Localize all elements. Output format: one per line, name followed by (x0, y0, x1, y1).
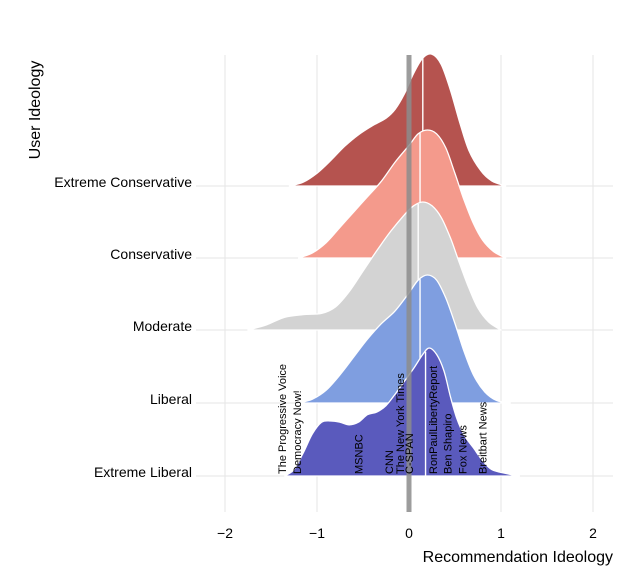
ridge-1 (297, 129, 507, 259)
channel-label: Fox News (457, 425, 469, 474)
ridge-3 (297, 274, 511, 404)
x-tick-label: 1 (497, 525, 505, 541)
channel-label: Democracy Now! (292, 390, 304, 474)
channel-label: The New York Times (395, 373, 407, 474)
channel-label: Breitbart News (478, 401, 490, 474)
x-tick-label: 0 (405, 525, 413, 541)
x-tick-label: −2 (217, 525, 233, 541)
channel-label: CNN (384, 450, 396, 474)
group-label: Moderate (133, 318, 192, 334)
label-layer: Extreme Conservative Conservative Moderate… (54, 174, 192, 480)
group-label: Conservative (110, 246, 192, 262)
channel-label: RonPaulLibertyReport (428, 366, 440, 474)
annotation-layer: The Progressive Voice Democracy Now! MSNBC… (277, 364, 490, 474)
group-label: Extreme Liberal (94, 464, 192, 480)
group-label: Extreme Conservative (54, 174, 192, 190)
ridge-4 (284, 347, 521, 477)
channel-label: The Progressive Voice (277, 364, 289, 474)
group-label: Liberal (150, 391, 192, 407)
x-tick-label: 2 (589, 525, 597, 541)
channel-label: MSNBC (353, 434, 365, 474)
x-tick-label: −1 (309, 525, 325, 541)
y-axis-title: User Ideology (27, 61, 44, 160)
channel-label: C-SPAN (404, 433, 416, 474)
x-axis-title: Recommendation Ideology (423, 549, 613, 566)
channel-label: Ben Shapiro (443, 413, 455, 474)
ridge-layer (247, 53, 521, 477)
